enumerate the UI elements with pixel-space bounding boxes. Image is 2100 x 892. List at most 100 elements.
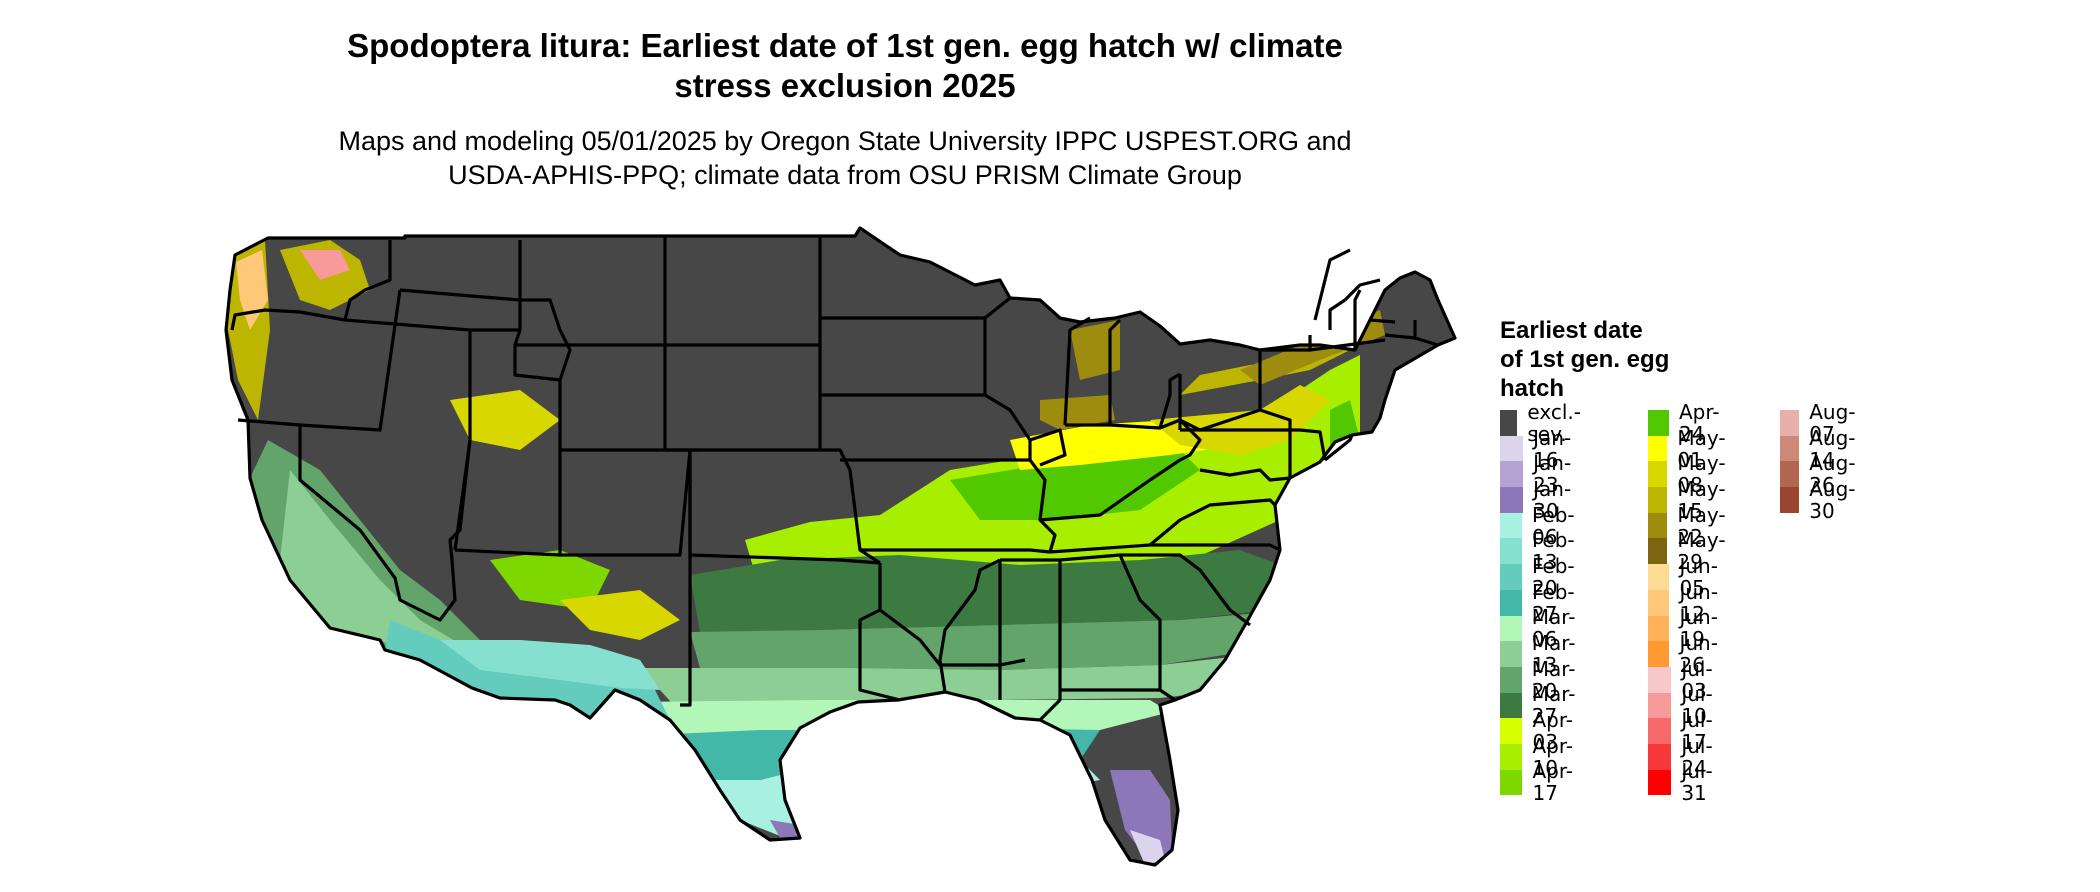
legend-label: Jun-26 (1679, 631, 1718, 678)
map-title: Spodoptera litura: Earliest date of 1st … (347, 27, 1343, 104)
legend-item: Aug-07 (1780, 401, 1862, 445)
legend-swatch (1500, 743, 1523, 770)
legend-label: Aug-30 (1809, 476, 1856, 523)
legend-label: Jun-19 (1679, 605, 1718, 652)
legend-swatch (1500, 666, 1522, 693)
legend-label: Jun-12 (1679, 579, 1718, 626)
legend-label: Mar-20 (1531, 656, 1576, 703)
legend-item: Aug-30 (1780, 478, 1862, 522)
legend-item: Feb-13 (1500, 529, 1590, 573)
legend-item: May-01 (1648, 427, 1732, 471)
legend-label: Aug-14 (1809, 425, 1856, 472)
legend-swatch (1648, 461, 1668, 488)
legend-item: Jan-16 (1500, 427, 1590, 471)
legend-swatch (1648, 743, 1672, 770)
state-boundaries (224, 226, 1457, 867)
legend-item: Apr-03 (1500, 709, 1590, 753)
legend-swatch (1648, 718, 1672, 744)
legend-item: Jan-23 (1500, 452, 1590, 496)
legend-swatch (1648, 487, 1668, 513)
legend-item: Apr-24 (1648, 401, 1732, 445)
legend-label: Apr-24 (1678, 399, 1720, 446)
legend-item: May-22 (1648, 504, 1732, 548)
legend-label: Jul-31 (1681, 759, 1713, 806)
legend-item: Apr-10 (1500, 735, 1590, 779)
legend-item: Feb-20 (1500, 555, 1590, 599)
legend-item: Mar-27 (1500, 683, 1590, 727)
legend-swatch (1500, 564, 1522, 590)
legend-label: Mar-06 (1531, 605, 1576, 652)
legend-label: Jan-23 (1533, 451, 1572, 498)
legend-column-2: Apr-24 May-01 May-08 May-15 May-22 May-29 Jun-… (1648, 401, 1732, 804)
legend-swatch (1500, 487, 1524, 513)
legend-label: Apr-10 (1532, 733, 1574, 780)
legend-item: Mar-13 (1500, 632, 1590, 676)
legend-item: Feb-27 (1500, 581, 1590, 625)
legend-swatch (1500, 718, 1523, 744)
legend-item: Jan-30 (1500, 478, 1590, 522)
legend-label: May-22 (1677, 502, 1726, 549)
legend-swatch (1648, 410, 1669, 436)
legend-column-1: excl.-sev. Jan-16 Jan-23 Jan-30 Feb-06 Feb-13… (1500, 401, 1590, 804)
legend-item: Jun-26 (1648, 632, 1732, 676)
legend-label: Aug-26 (1809, 451, 1856, 498)
legend-label: Mar-27 (1531, 682, 1576, 729)
legend-label: Apr-17 (1532, 759, 1574, 806)
legend-label: May-29 (1677, 528, 1726, 575)
legend-item: Jun-19 (1648, 606, 1732, 650)
legend-title: Earliest date of 1st gen. egg hatch (1500, 317, 1670, 402)
legend-swatch (1648, 641, 1670, 667)
legend-item: Aug-26 (1780, 452, 1862, 496)
legend-column-3: Aug-07 Aug-14 Aug-26 Aug-30 (1780, 401, 1862, 522)
legend-swatch (1780, 435, 1800, 462)
legend-swatch (1648, 615, 1670, 642)
legend-item: Jul-10 (1648, 683, 1732, 727)
legend-swatch (1648, 769, 1672, 796)
legend-swatch (1500, 410, 1518, 436)
legend-swatch (1648, 538, 1668, 565)
legend-label: Jul-17 (1681, 708, 1713, 755)
legend-item: excl.-sev. (1500, 401, 1590, 445)
legend-label: Jul-24 (1681, 733, 1713, 780)
legend-swatch (1500, 589, 1522, 616)
legend-item: May-29 (1648, 529, 1732, 573)
legend-swatch (1648, 564, 1670, 590)
legend-swatch (1648, 692, 1672, 719)
legend-swatch (1780, 461, 1800, 488)
legend-label: excl.-sev. (1527, 399, 1581, 446)
legend-swatch (1648, 589, 1670, 616)
legend-item: Jun-12 (1648, 581, 1732, 625)
legend-label: Feb-06 (1532, 502, 1575, 549)
legend-label: Aug-07 (1809, 399, 1856, 446)
legend-swatch (1500, 615, 1522, 642)
legend-item: Jul-24 (1648, 735, 1732, 779)
legend-swatch (1500, 641, 1522, 667)
legend-label: Jul-03 (1681, 656, 1713, 703)
legend-label: Jul-10 (1681, 682, 1713, 729)
legend-label: Jan-16 (1533, 425, 1572, 472)
legend-item: May-15 (1648, 478, 1732, 522)
legend-swatch (1780, 487, 1800, 513)
legend-item: Jul-31 (1648, 760, 1732, 804)
legend-item: Aug-14 (1780, 427, 1862, 471)
legend-item: Apr-17 (1500, 760, 1590, 804)
legend-label: Feb-27 (1532, 579, 1575, 626)
legend-label: May-01 (1677, 425, 1726, 472)
map-subtitle: Maps and modeling 05/01/2025 by Oregon S… (338, 126, 1352, 190)
legend-swatch (1648, 512, 1668, 539)
legend-swatch (1500, 435, 1524, 462)
legend-swatch (1648, 666, 1672, 693)
legend-swatch (1648, 435, 1668, 462)
legend-item: Mar-06 (1500, 606, 1590, 650)
legend-item: Jun-05 (1648, 555, 1732, 599)
legend-swatch (1500, 692, 1522, 719)
legend-item: Mar-20 (1500, 658, 1590, 702)
legend-label: Apr-03 (1532, 708, 1574, 755)
legend-item: Jul-03 (1648, 658, 1732, 702)
legend-item: Feb-06 (1500, 504, 1590, 548)
legend-label: Jan-30 (1533, 476, 1572, 523)
legend-label: May-08 (1677, 451, 1726, 498)
legend-item: May-08 (1648, 452, 1732, 496)
legend-label: Feb-13 (1532, 528, 1575, 575)
